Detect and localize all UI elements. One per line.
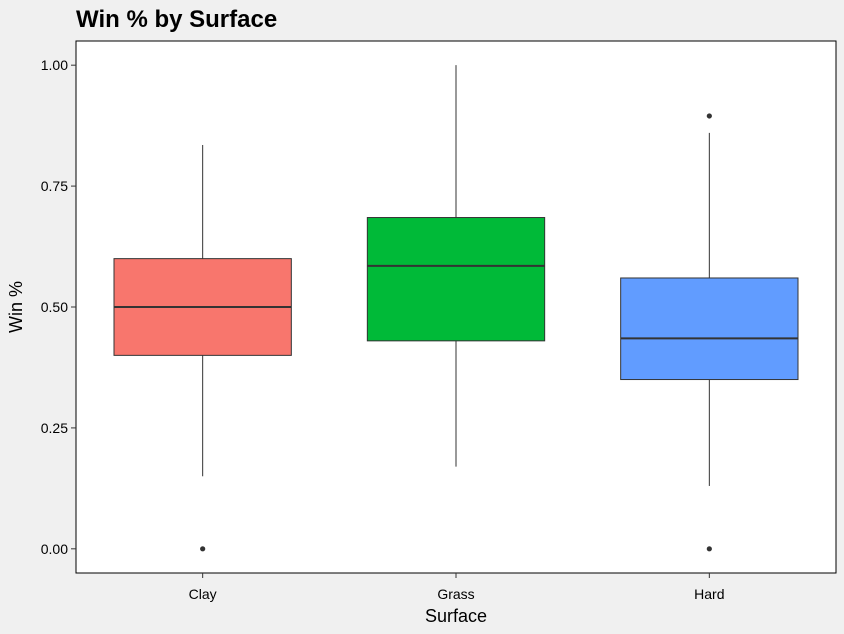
chart-marks	[113, 65, 799, 552]
y-tick-label: 0.50	[41, 299, 68, 315]
box-grass	[366, 65, 546, 467]
x-axis-title: Surface	[425, 606, 487, 626]
outlier-point-hard-1	[706, 113, 712, 119]
x-tick-label: Clay	[189, 586, 217, 602]
y-tick-label: 1.00	[41, 57, 68, 73]
y-tick-label: 0.25	[41, 420, 68, 436]
y-tick-label: 0.75	[41, 178, 68, 194]
x-tick-label: Grass	[437, 586, 474, 602]
iqr-box-grass	[366, 217, 546, 342]
chart-title: Win % by Surface	[76, 6, 277, 33]
outlier-point-hard-0	[706, 546, 712, 552]
outlier-point-clay-0	[200, 546, 206, 552]
iqr-box-hard	[620, 277, 799, 381]
y-tick-label: 0.00	[41, 541, 68, 557]
x-tick-label: Hard	[694, 586, 724, 602]
box-clay	[113, 144, 292, 552]
box-hard	[620, 113, 799, 552]
x-axis: Clay Grass Hard	[189, 573, 725, 602]
y-axis-title: Win %	[6, 281, 26, 333]
y-axis: 0.00 0.25 0.50 0.75 1.00	[41, 57, 76, 557]
